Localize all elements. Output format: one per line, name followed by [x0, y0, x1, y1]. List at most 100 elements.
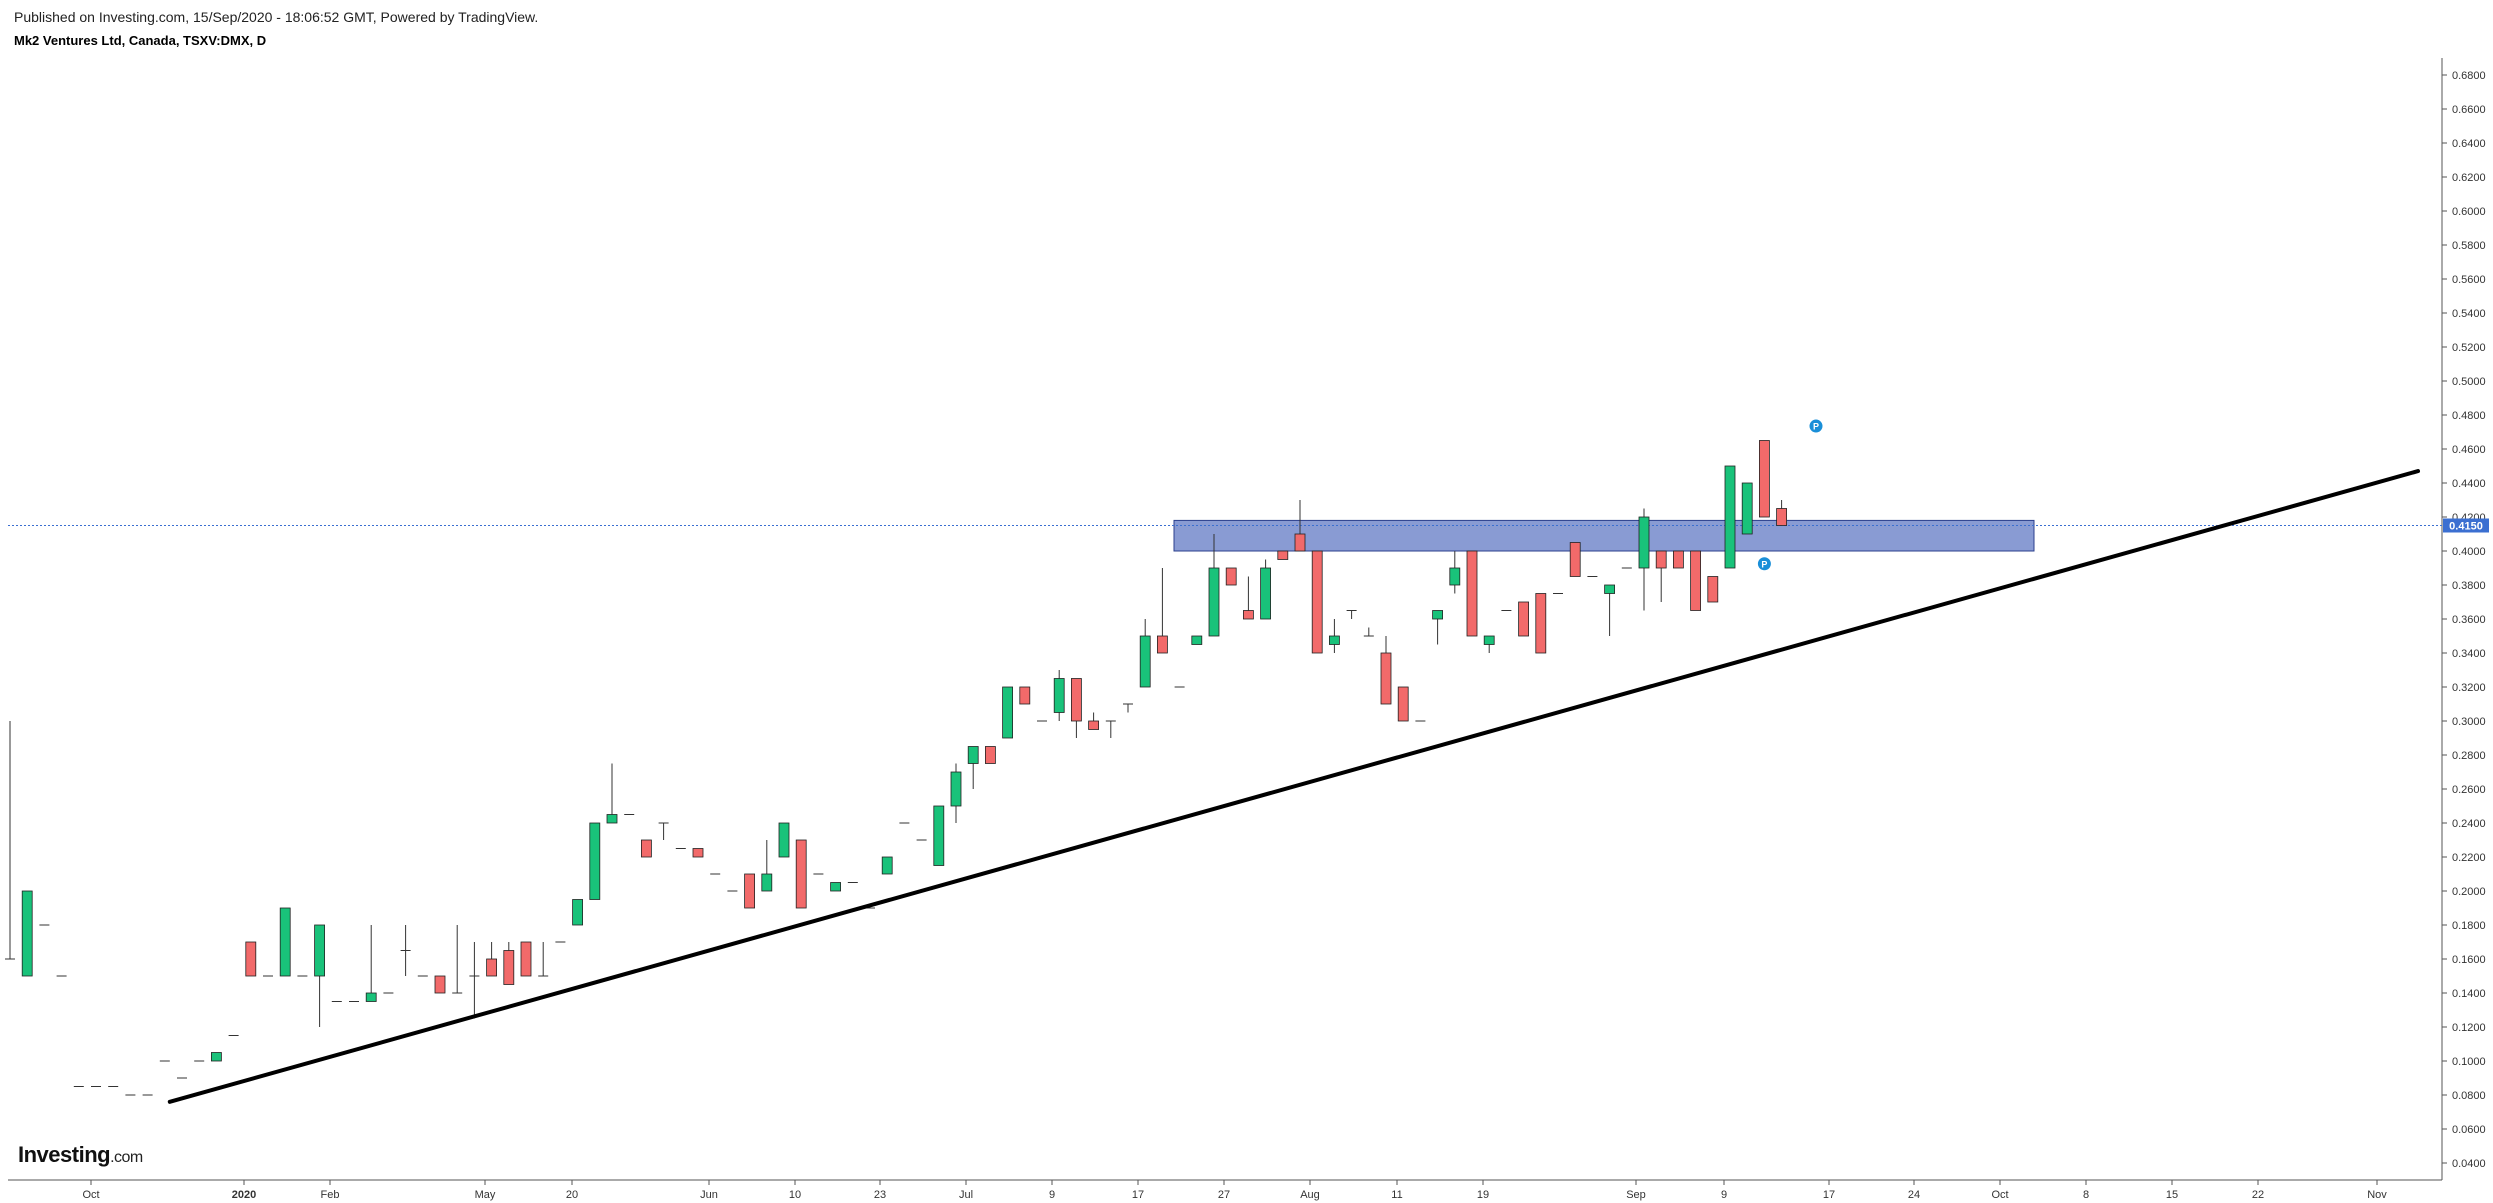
candle-up	[1139, 635, 1151, 688]
candle-down	[744, 873, 755, 909]
time-tick-label: 24	[1908, 1189, 1920, 1201]
candle-up	[1432, 610, 1443, 620]
price-tick-label: 0.3600	[2452, 614, 2486, 626]
candle-up	[950, 771, 962, 807]
price-tick-label: 0.2000	[2452, 886, 2486, 898]
candle-up	[1191, 635, 1203, 645]
time-tick-label: May	[475, 1189, 496, 1201]
price-tick-label: 0.3400	[2452, 648, 2486, 660]
time-tick-label: Oct	[82, 1189, 99, 1201]
time-tick-label: Feb	[321, 1189, 340, 1201]
candle-down	[434, 975, 446, 994]
price-tick-label: 0.1400	[2452, 988, 2486, 1000]
candle-up	[1604, 584, 1615, 594]
published-caption: Published on Investing.com, 15/Sep/2020 …	[14, 9, 539, 25]
candle-up	[1208, 567, 1220, 637]
candle-up	[1002, 686, 1013, 739]
time-tick-label: 9	[1721, 1189, 1727, 1201]
candle-down	[692, 848, 704, 858]
price-tick-label: 0.6000	[2452, 206, 2486, 218]
candle-up	[1483, 635, 1495, 645]
price-tick-label: 0.0800	[2452, 1090, 2486, 1102]
candle-up	[1053, 678, 1065, 713]
last-price-label: 0.4150	[2449, 521, 2483, 533]
time-tick-label: 11	[1391, 1189, 1402, 1201]
price-tick-label: 0.2400	[2452, 818, 2486, 830]
candle-down	[486, 958, 498, 977]
price-tick-label: 0.0400	[2452, 1158, 2486, 1170]
price-tick-label: 0.1200	[2452, 1022, 2486, 1034]
time-tick-label: Oct	[1991, 1189, 2008, 1201]
time-tick-label: Nov	[2367, 1189, 2387, 1201]
candle-down	[245, 941, 257, 977]
candle-up	[21, 890, 33, 977]
candle-down	[1673, 550, 1684, 569]
candle-up	[606, 814, 618, 824]
time-tick-label: Sep	[1626, 1189, 1646, 1201]
marker-badge	[1756, 556, 1772, 572]
candle-down	[503, 950, 515, 985]
price-tick-label: 0.6200	[2452, 172, 2486, 184]
candle-down	[1225, 567, 1237, 586]
price-tick-label: 0.5600	[2452, 274, 2486, 286]
candle-down	[1380, 652, 1392, 705]
chart-header: Published on Investing.com, 15/Sep/2020 …	[14, 8, 538, 50]
candle-down	[1466, 550, 1478, 637]
candle-up	[1329, 635, 1340, 645]
price-tick-label: 0.6400	[2452, 138, 2486, 150]
candle-down	[1088, 720, 1099, 730]
candle-down	[641, 839, 652, 858]
price-tick-label: 0.2800	[2452, 750, 2486, 762]
time-tick-label: 19	[1477, 1189, 1489, 1201]
candle-up	[365, 992, 377, 1002]
price-tick-label: 0.3200	[2452, 682, 2486, 694]
marker-label: P	[1813, 422, 1819, 432]
candle-up	[1724, 465, 1736, 569]
candle-down	[1569, 542, 1581, 577]
candle-down	[1019, 686, 1031, 705]
candle-down	[1690, 550, 1701, 611]
price-tick-label: 0.1800	[2452, 920, 2486, 932]
price-tick-label: 0.4600	[2452, 444, 2486, 456]
candle-up	[830, 882, 841, 892]
price-tick-label: 0.1000	[2452, 1056, 2486, 1068]
price-tick-label: 0.6800	[2452, 70, 2486, 82]
price-tick-label: 0.3000	[2452, 716, 2486, 728]
time-tick-label: 27	[1218, 1189, 1230, 1201]
investing-logo: Investing.com	[18, 1142, 143, 1168]
time-tick-label: 20	[566, 1189, 578, 1201]
time-tick-label: Jun	[700, 1189, 718, 1201]
price-tick-label: 0.4800	[2452, 410, 2486, 422]
candle-down	[1518, 601, 1529, 637]
candle-down	[985, 746, 996, 764]
candle-up	[881, 856, 893, 875]
time-tick-label: 22	[2252, 1189, 2264, 1201]
candle-down	[1243, 610, 1254, 620]
candle-up	[1449, 567, 1461, 586]
candle-down	[1535, 593, 1547, 654]
time-tick-label: Aug	[1300, 1189, 1320, 1201]
price-tick-label: 0.5400	[2452, 308, 2486, 320]
candle-down	[1776, 508, 1787, 526]
candle-down	[1655, 550, 1667, 569]
price-tick-label: 0.3800	[2452, 580, 2486, 592]
candle-up	[1741, 482, 1753, 535]
candle-up	[761, 873, 773, 892]
time-tick-label: 10	[789, 1189, 801, 1201]
price-tick-label: 0.0600	[2452, 1124, 2486, 1136]
price-tick-label: 0.1600	[2452, 954, 2486, 966]
marker-badge	[1808, 418, 1824, 434]
logo-suffix: .com	[110, 1149, 143, 1166]
price-tick-label: 0.5800	[2452, 240, 2486, 252]
support-trendline	[167, 469, 2420, 1104]
price-tick-label: 0.4400	[2452, 478, 2486, 490]
candle-up	[279, 907, 291, 977]
candle-up	[933, 805, 945, 866]
pivot-marker: P	[1808, 418, 1824, 434]
candle-down	[795, 839, 807, 909]
time-tick-label: 8	[2083, 1189, 2089, 1201]
candle-up	[314, 924, 326, 977]
candle-up	[572, 899, 583, 926]
candle-down	[520, 941, 532, 977]
